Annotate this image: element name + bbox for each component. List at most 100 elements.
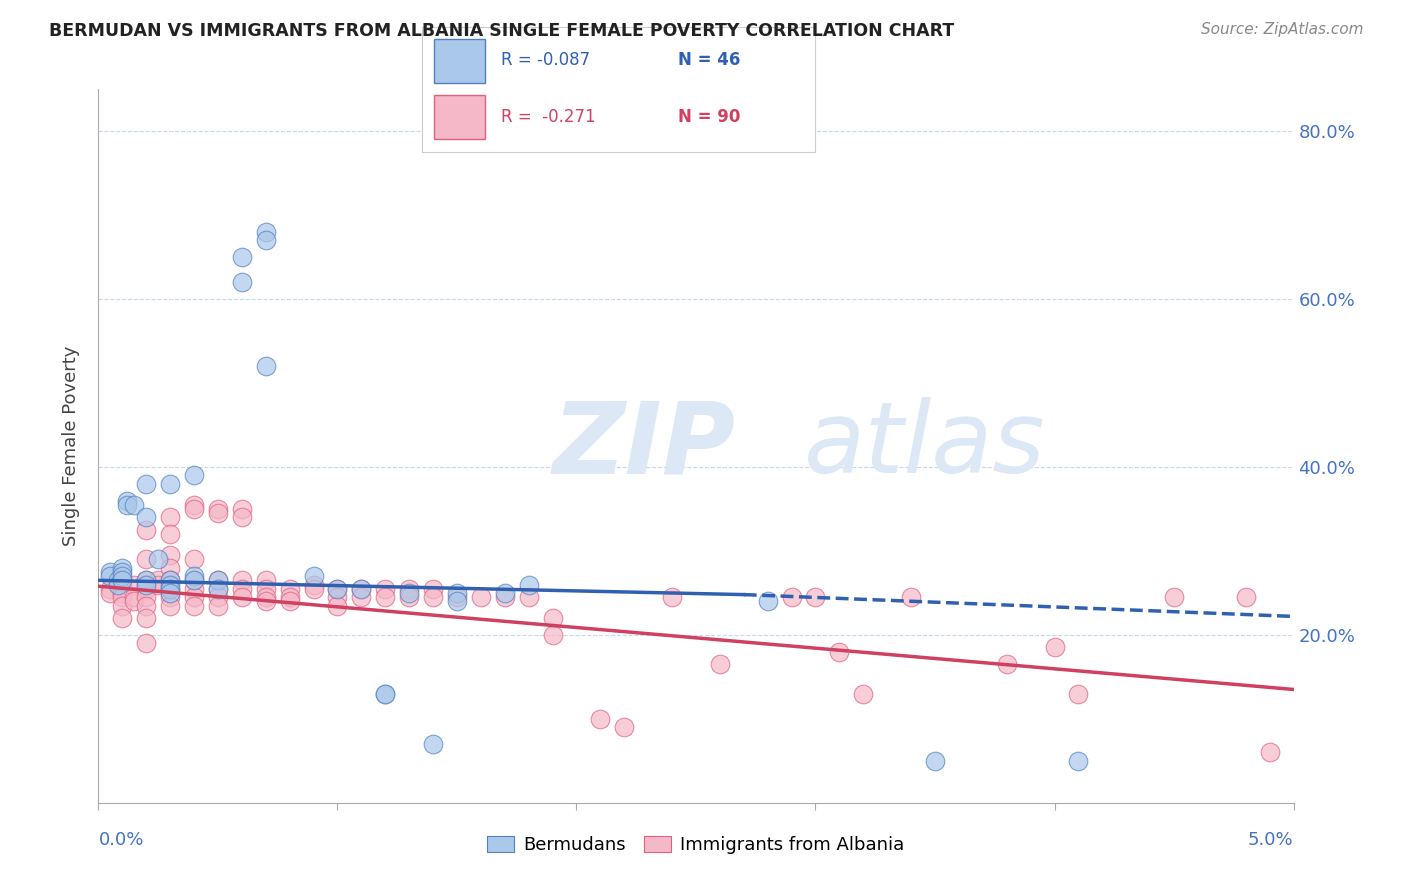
Point xyxy=(115,493,138,508)
Point xyxy=(1043,640,1066,655)
Point xyxy=(135,523,157,537)
Point xyxy=(1258,746,1281,760)
Point xyxy=(350,590,373,604)
Point xyxy=(135,636,157,650)
Point xyxy=(709,657,731,672)
Point xyxy=(326,599,349,613)
Text: BERMUDAN VS IMMIGRANTS FROM ALBANIA SINGLE FEMALE POVERTY CORRELATION CHART: BERMUDAN VS IMMIGRANTS FROM ALBANIA SING… xyxy=(49,22,955,40)
Point xyxy=(494,586,516,600)
Point xyxy=(135,510,157,524)
Point xyxy=(124,594,146,608)
Point xyxy=(111,569,134,583)
Point xyxy=(111,565,134,579)
Point xyxy=(231,590,253,604)
Point xyxy=(183,599,205,613)
Point xyxy=(828,645,851,659)
Point xyxy=(207,574,229,588)
Point xyxy=(254,590,277,604)
Point xyxy=(135,476,157,491)
Point xyxy=(374,582,396,596)
Y-axis label: Single Female Poverty: Single Female Poverty xyxy=(62,346,80,546)
Point xyxy=(135,552,157,566)
Point xyxy=(159,599,181,613)
Point xyxy=(470,590,492,604)
Text: atlas: atlas xyxy=(804,398,1045,494)
Point xyxy=(231,574,253,588)
Point xyxy=(135,599,157,613)
Point xyxy=(124,590,146,604)
Point xyxy=(183,468,205,483)
Point xyxy=(398,590,420,604)
Text: ZIP: ZIP xyxy=(553,398,735,494)
Point xyxy=(124,498,146,512)
Point xyxy=(446,594,468,608)
Point xyxy=(159,586,181,600)
Point xyxy=(804,590,827,604)
Point xyxy=(135,577,157,591)
Point xyxy=(207,599,229,613)
Point xyxy=(207,506,229,520)
Point xyxy=(1067,687,1090,701)
Point xyxy=(254,359,277,374)
Point xyxy=(183,552,205,566)
Point xyxy=(756,594,779,608)
Point xyxy=(326,582,349,596)
Point xyxy=(326,590,349,604)
Point xyxy=(1234,590,1257,604)
Point xyxy=(159,510,181,524)
Point xyxy=(107,574,129,588)
Point xyxy=(326,582,349,596)
Point xyxy=(350,582,373,596)
Point xyxy=(398,586,420,600)
Point xyxy=(159,582,181,596)
Point xyxy=(159,548,181,562)
Point xyxy=(780,590,803,604)
Text: R = -0.087: R = -0.087 xyxy=(501,52,589,70)
Point xyxy=(159,577,181,591)
Point xyxy=(183,582,205,596)
Point xyxy=(254,233,277,247)
Point xyxy=(111,577,134,591)
Point xyxy=(231,250,253,264)
Point xyxy=(541,628,564,642)
Point xyxy=(159,476,181,491)
FancyBboxPatch shape xyxy=(433,95,485,139)
Point xyxy=(278,582,301,596)
Point xyxy=(148,574,170,588)
Point xyxy=(111,611,134,625)
Point xyxy=(207,502,229,516)
Point xyxy=(422,737,444,751)
Point xyxy=(135,574,157,588)
Point xyxy=(278,594,301,608)
Point xyxy=(183,502,205,516)
Point xyxy=(422,582,444,596)
Point xyxy=(159,560,181,574)
Point xyxy=(517,590,540,604)
Point xyxy=(115,498,138,512)
Text: 0.0%: 0.0% xyxy=(98,831,143,849)
Point xyxy=(111,586,134,600)
Point xyxy=(302,569,325,583)
Point xyxy=(231,582,253,596)
Point xyxy=(135,590,157,604)
Point xyxy=(374,687,396,701)
Point xyxy=(111,590,134,604)
Point xyxy=(98,569,122,583)
Point xyxy=(398,582,420,596)
Point xyxy=(422,590,444,604)
Point xyxy=(207,582,229,596)
Point xyxy=(124,577,146,591)
Point xyxy=(254,574,277,588)
Point xyxy=(207,582,229,596)
Point xyxy=(159,574,181,588)
Point xyxy=(159,590,181,604)
Point xyxy=(446,590,468,604)
Point xyxy=(302,577,325,591)
Point xyxy=(207,574,229,588)
Point xyxy=(446,586,468,600)
Text: N = 46: N = 46 xyxy=(678,52,740,70)
Point xyxy=(350,582,373,596)
Point xyxy=(613,720,636,734)
Point xyxy=(278,590,301,604)
Text: 5.0%: 5.0% xyxy=(1249,831,1294,849)
